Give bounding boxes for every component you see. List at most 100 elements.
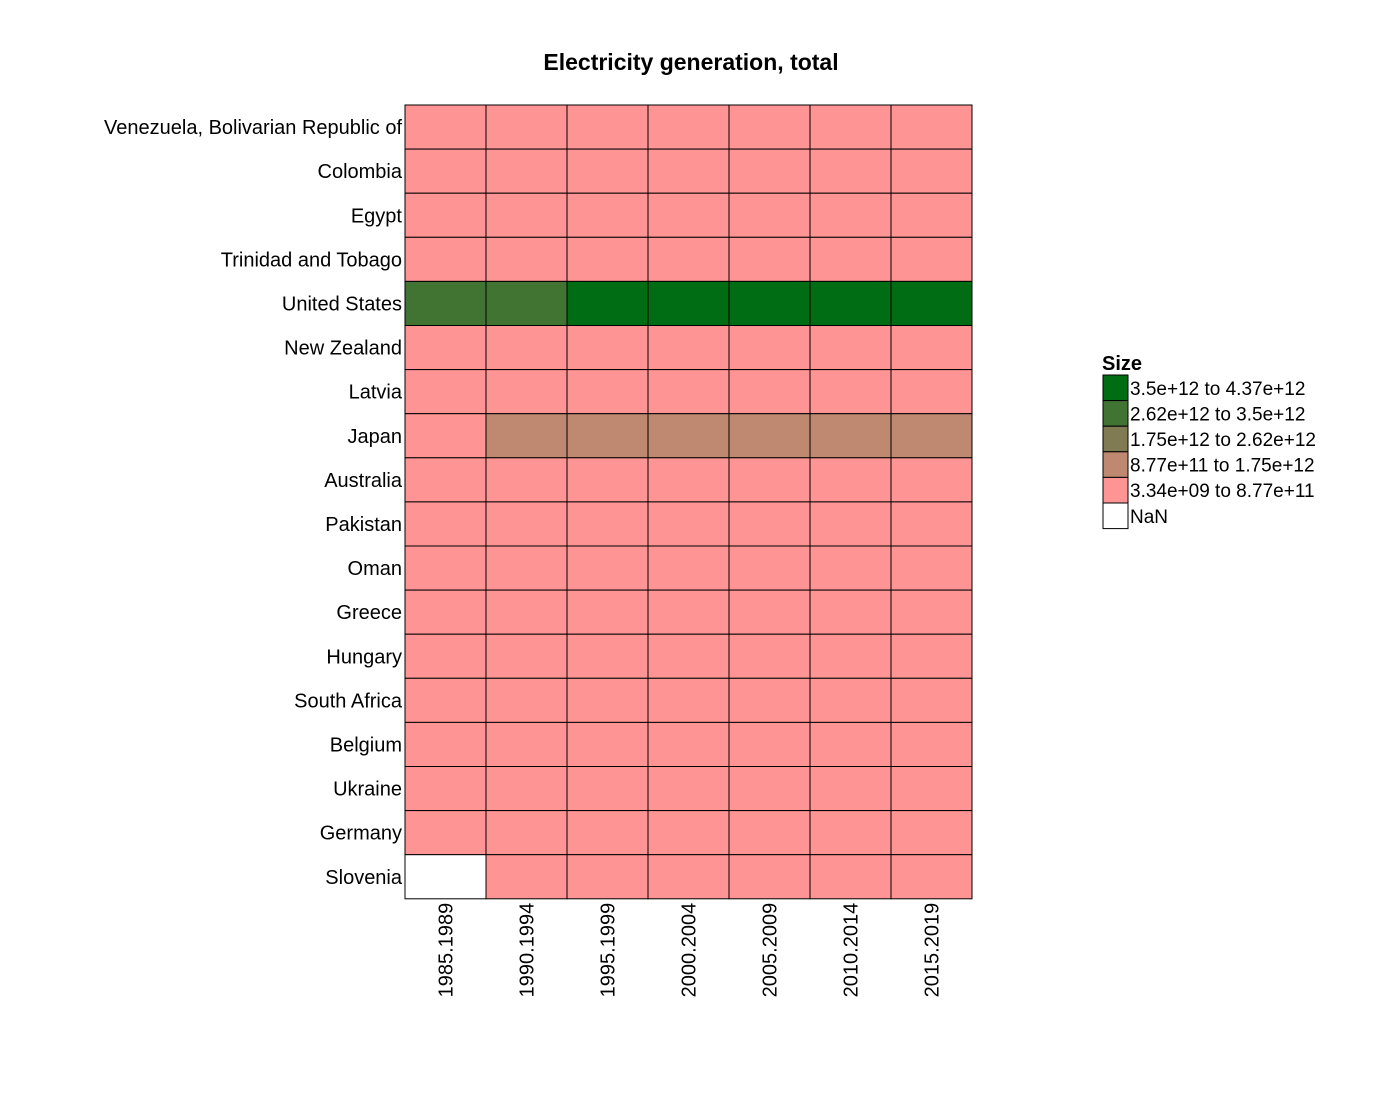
heatmap-cell [809,810,892,856]
heatmap-cell [647,721,730,768]
column-label: 2015.2019 [922,903,944,998]
heatmap-cell [809,501,892,547]
column-label: 2010.2014 [841,903,863,998]
heatmap-cell [647,457,730,503]
heatmap-cell [809,148,892,194]
heatmap-cells [404,104,973,900]
heatmap-cell [404,236,487,282]
row-label: New Zealand [284,338,402,360]
heatmap-cell [890,325,973,371]
heatmap-cell [890,369,973,415]
heatmap-cell [647,501,730,547]
heatmap-cell [647,192,730,238]
heatmap-cell [809,766,892,812]
heatmap-cell [566,501,649,547]
heatmap-cell [728,810,811,856]
heatmap-cell [485,280,568,326]
heatmap-cell [404,810,487,856]
legend-swatch [1102,425,1129,453]
heatmap-cell [647,369,730,415]
column-labels: 1985.1989 1990.1994 1995.1999 2000.2004 2005… [436,903,944,998]
heatmap-cell [809,192,892,238]
heatmap-cell [728,280,811,326]
heatmap-cell [647,854,730,900]
row-label: Greece [336,602,402,624]
heatmap-cell [566,104,649,150]
heatmap-cell [728,457,811,503]
heatmap-cell [647,236,730,282]
heatmap-cell [890,148,973,194]
heatmap-cell [647,677,730,723]
column-label: 2005.2009 [760,903,782,998]
heatmap-cell [404,854,487,900]
heatmap-cell [485,854,568,900]
heatmap-cell [890,501,973,547]
heatmap-cell [728,192,811,238]
row-label: United States [282,293,402,315]
heatmap-cell [404,677,487,723]
heatmap-cell [566,236,649,282]
chart-title: Electricity generation, total [543,49,838,75]
heatmap-cell [809,457,892,503]
heatmap-cell [728,766,811,812]
row-label: Hungary [326,646,402,668]
heatmap-cell [404,721,487,768]
row-label: Slovenia [325,867,403,889]
heatmap-cell [566,413,649,459]
heatmap-cell [485,457,568,503]
heatmap-cell [485,501,568,547]
legend-label: 1.75e+12 to 2.62e+12 [1130,430,1316,451]
row-label: Ukraine [333,779,402,801]
heatmap-cell [809,721,892,768]
heatmap-cell [890,280,973,326]
heatmap-cell [809,236,892,282]
legend-swatch [1102,400,1129,427]
heatmap-cell [485,721,568,768]
heatmap-cell [647,589,730,635]
heatmap-cell [566,589,649,635]
row-label: Venezuela, Bolivarian Republic of [104,117,402,139]
heatmap-cell [809,280,892,326]
heatmap-cell [890,677,973,723]
row-label: Egypt [351,205,403,227]
heatmap-cell [809,677,892,723]
heatmap-cell [728,677,811,723]
heatmap-cell [566,545,649,591]
heatmap-cell [566,766,649,812]
heatmap-cell [809,325,892,371]
heatmap-cell [809,413,892,459]
heatmap-cell [566,633,649,679]
heatmap-cell [890,766,973,812]
heatmap-cell [404,633,487,679]
heatmap-cell [404,280,487,326]
heatmap-cell [728,236,811,282]
heatmap-cell [647,766,730,812]
heatmap-cell [485,148,568,194]
heatmap-cell [485,325,568,371]
legend-swatch [1102,374,1129,402]
heatmap-cell [890,589,973,635]
heatmap-cell [485,192,568,238]
legend-swatch [1102,476,1129,504]
heatmap-cell [404,413,487,459]
column-label: 1985.1989 [436,903,458,998]
row-label: Belgium [330,734,402,756]
legend: Size 3.5e+12 to 4.37e+12 2.62e+12 to 3.5e… [1102,353,1316,530]
heatmap-cell [728,325,811,371]
heatmap-cell [647,413,730,459]
heatmap-cell [485,633,568,679]
heatmap-cell [890,413,973,459]
column-label: 1990.1994 [517,903,539,998]
heatmap-cell [890,854,973,900]
row-label: Pakistan [325,514,402,536]
heatmap-cell [404,589,487,635]
heatmap-cell [728,545,811,591]
heatmap-cell [728,501,811,547]
heatmap-cell [647,104,730,150]
heatmap-cell [566,457,649,503]
heatmap-cell [728,721,811,768]
legend-label: NaN [1130,507,1168,528]
heatmap-cell [647,545,730,591]
row-labels: Venezuela, Bolivarian Republic of Colombi… [104,117,403,889]
